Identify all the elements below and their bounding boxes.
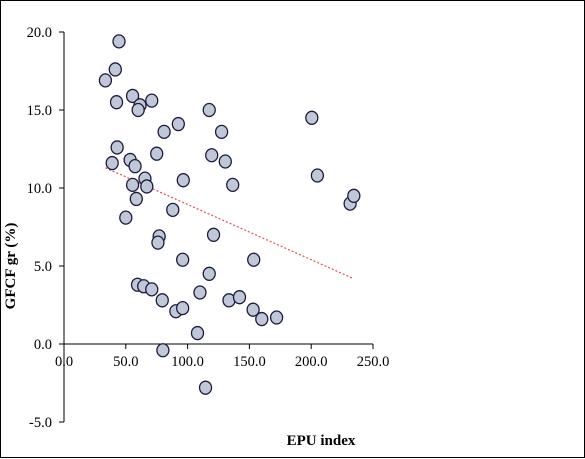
data-point (110, 140, 124, 155)
data-point (226, 177, 240, 193)
data-point (269, 310, 284, 325)
data-point (305, 110, 319, 125)
data-point (202, 266, 216, 281)
data-point (125, 177, 140, 193)
data-point (105, 155, 119, 171)
data-point (310, 168, 325, 183)
data-point (202, 102, 216, 118)
data-point (347, 188, 361, 203)
data-point (176, 173, 190, 188)
axes (63, 32, 373, 422)
y-axis-title: GFCF gr (%) (3, 223, 19, 310)
data-point (125, 88, 140, 104)
data-point (157, 124, 171, 139)
y-tick-label: -5.0 (29, 415, 52, 431)
x-tick-label: 0.0 (55, 354, 73, 370)
x-tick-label: 150.0 (233, 354, 266, 370)
data-point (232, 290, 247, 305)
data-point (98, 73, 113, 88)
data-point (112, 34, 126, 49)
data-point (150, 146, 164, 161)
data-point (214, 124, 229, 139)
data-point (145, 282, 159, 297)
x-tick-label: 250.0 (357, 354, 390, 370)
data-point (155, 293, 169, 308)
data-point (119, 210, 133, 225)
x-axis-ticks: 0.0 50.0 100.0 150.0 200.0 250.0 (55, 344, 389, 370)
data-point (198, 380, 213, 395)
data-point (128, 159, 142, 174)
data-point (176, 300, 190, 316)
y-tick-label: 0.0 (34, 337, 52, 353)
x-tick-label: 200.0 (295, 354, 328, 370)
data-point (246, 302, 260, 317)
y-tick-label: 15.0 (27, 103, 52, 119)
data-point (151, 235, 165, 250)
y-tick-label: 5.0 (34, 259, 52, 275)
x-tick-label: 50.0 (113, 354, 138, 370)
data-point (156, 343, 170, 358)
data-point (171, 116, 185, 132)
data-point (108, 62, 122, 77)
data-point (166, 202, 180, 217)
data-point (145, 93, 159, 108)
data-point (190, 325, 205, 341)
data-point (205, 148, 219, 163)
x-axis-title: EPU index (287, 433, 356, 449)
x-tick-label: 100.0 (171, 354, 204, 370)
data-point (140, 179, 154, 194)
data-point (176, 252, 190, 267)
y-axis-ticks: -5.0 0.0 5.0 10.0 15.0 20.0 (27, 25, 64, 431)
y-tick-label: 10.0 (27, 181, 52, 197)
data-points (98, 34, 361, 395)
data-point (129, 191, 143, 207)
y-tick-label: 20.0 (27, 25, 52, 41)
data-point (206, 227, 221, 242)
data-point (247, 252, 261, 267)
data-point (218, 154, 232, 169)
data-point (109, 95, 124, 110)
data-point (255, 311, 269, 327)
data-point (131, 102, 145, 118)
data-point (193, 285, 207, 300)
